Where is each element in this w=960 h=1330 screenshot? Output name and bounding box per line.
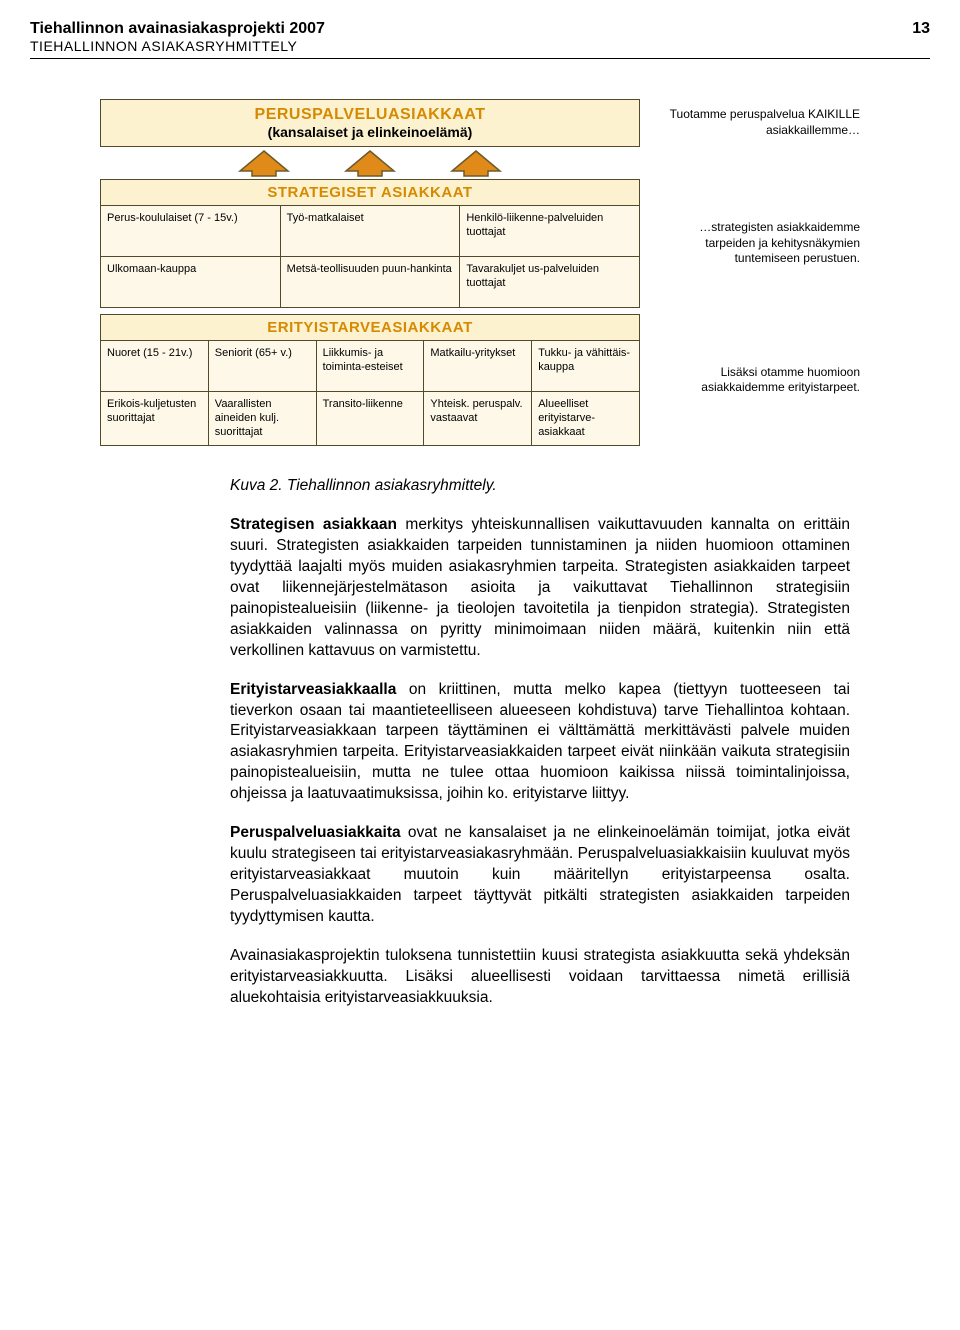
paragraph-2: Erityistarveasiakkaalla on kriittinen, m… bbox=[230, 680, 850, 806]
tier2-title: STRATEGISET ASIAKKAAT bbox=[100, 179, 640, 206]
figure-caption: Kuva 2. Tiehallinnon asiakasryhmittely. bbox=[230, 476, 850, 497]
tier3-grid: Nuoret (15 - 21v.)Seniorit (65+ v.)Liikk… bbox=[100, 341, 640, 446]
tier3-cell: Liikkumis- ja toiminta-esteiset bbox=[317, 341, 425, 391]
p2-lead: Erityistarveasiakkaalla bbox=[230, 681, 396, 698]
tier3-title: ERITYISTARVEASIAKKAAT bbox=[100, 314, 640, 341]
page-header: Tiehallinnon avainasiakasprojekti 2007 1… bbox=[30, 20, 930, 59]
tier3-cell: Alueelliset erityistarve-asiakkaat bbox=[532, 391, 640, 445]
header-subtitle: TIEHALLINNON ASIAKASRYHMITTELY bbox=[30, 38, 930, 54]
tier2-cell: Tavarakuljet us-palveluiden tuottajat bbox=[460, 256, 640, 307]
p3-lead: Peruspalveluasiakkaita bbox=[230, 824, 401, 841]
tier2-cell: Metsä-teollisuuden puun-hankinta bbox=[281, 256, 461, 307]
tier2-cell: Ulkomaan-kauppa bbox=[101, 256, 281, 307]
tier2-sidenote: …strategisten asiakkaidemme tarpeiden ja… bbox=[640, 220, 860, 267]
paragraph-1: Strategisen asiakkaan merkitys yhteiskun… bbox=[230, 515, 850, 661]
tier2-cell: Henkilö-liikenne-palveluiden tuottajat bbox=[460, 206, 640, 256]
tier3-cell: Seniorit (65+ v.) bbox=[209, 341, 317, 391]
tier3-cell: Nuoret (15 - 21v.) bbox=[101, 341, 209, 391]
customer-tier-diagram: PERUSPALVELUASIAKKAAT (kansalaiset ja el… bbox=[100, 99, 860, 446]
tier3-cell: Erikois-kuljetusten suorittajat bbox=[101, 391, 209, 445]
tier1-sidenote: Tuotamme peruspalvelua KAIKILLE asiakkai… bbox=[640, 107, 860, 138]
tier2-grid: Perus-koululaiset (7 - 15v.)Työ-matkalai… bbox=[100, 206, 640, 308]
p1-rest: merkitys yhteiskunnallisen vaikuttavuude… bbox=[230, 516, 850, 659]
arrow-row bbox=[100, 147, 640, 179]
tier1-title: PERUSPALVELUASIAKKAAT bbox=[105, 106, 635, 124]
tier3-cell: Tukku- ja vähittäis-kauppa bbox=[532, 341, 640, 391]
paragraph-3: Peruspalveluasiakkaita ovat ne kansalais… bbox=[230, 823, 850, 928]
header-rule bbox=[30, 58, 930, 59]
paragraph-4: Avainasiakasprojektin tuloksena tunniste… bbox=[230, 946, 850, 1009]
tier3-cell: Yhteisk. peruspalv. vastaavat bbox=[424, 391, 532, 445]
up-arrow-icon bbox=[342, 149, 398, 177]
p1-lead: Strategisen asiakkaan bbox=[230, 516, 397, 533]
p2-rest: on kriittinen, mutta melko kapea (tietty… bbox=[230, 681, 850, 803]
tier3-cell: Vaarallisten aineiden kulj. suorittajat bbox=[209, 391, 317, 445]
page-number: 13 bbox=[912, 20, 930, 38]
tier2-cell: Työ-matkalaiset bbox=[281, 206, 461, 256]
body-text: Kuva 2. Tiehallinnon asiakasryhmittely. … bbox=[230, 476, 850, 1008]
tier3-cell: Matkailu-yritykset bbox=[424, 341, 532, 391]
tier1-box: PERUSPALVELUASIAKKAAT (kansalaiset ja el… bbox=[100, 99, 640, 147]
up-arrow-icon bbox=[448, 149, 504, 177]
tier3-cell: Transito-liikenne bbox=[317, 391, 425, 445]
tier1-subtitle: (kansalaiset ja elinkeinoelämä) bbox=[105, 124, 635, 140]
tier2-cell: Perus-koululaiset (7 - 15v.) bbox=[101, 206, 281, 256]
header-title: Tiehallinnon avainasiakasprojekti 2007 bbox=[30, 20, 325, 38]
tier3-sidenote: Lisäksi otamme huomioon asiakkaidemme er… bbox=[640, 365, 860, 396]
up-arrow-icon bbox=[236, 149, 292, 177]
